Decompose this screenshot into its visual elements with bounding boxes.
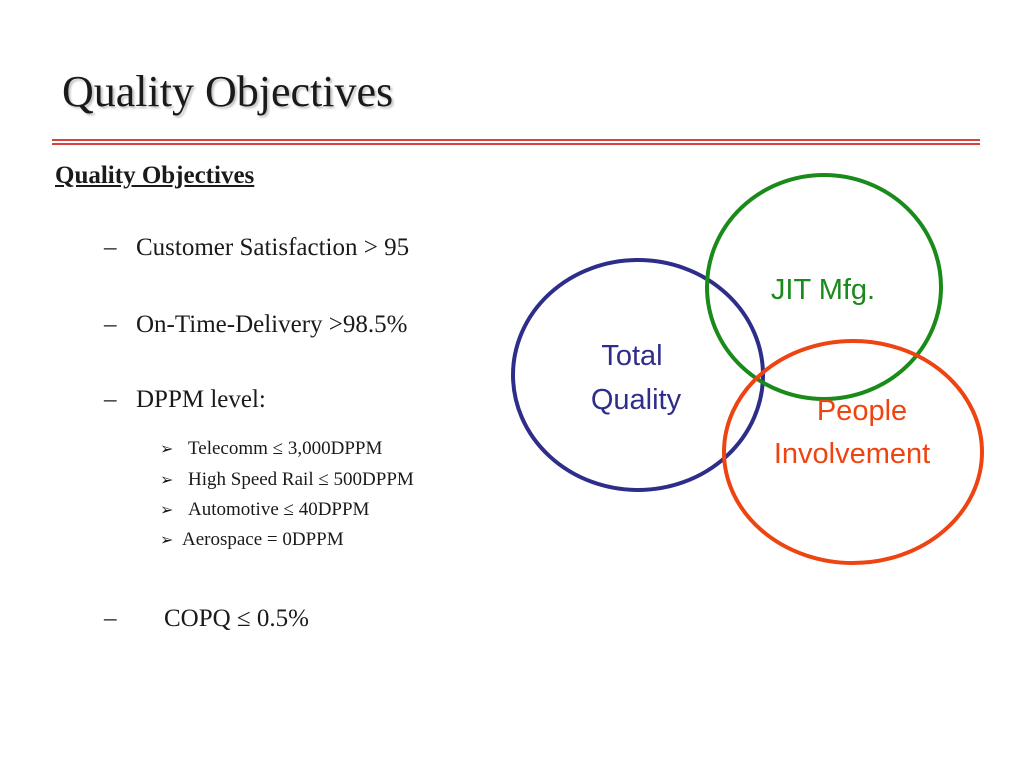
bullet-text: DPPM level: xyxy=(136,386,266,413)
circle-jit-mfg xyxy=(705,173,943,401)
arrow-bullet-icon: ➢ xyxy=(160,441,174,458)
label-total-quality-line2: Quality xyxy=(591,384,682,416)
label-people-involvement-line1: People xyxy=(817,395,907,427)
section-heading: Quality Objectives xyxy=(55,162,255,189)
dppm-item-text: High Speed Rail ≤ 500DPPM xyxy=(188,469,414,490)
bullet-text: On-Time-Delivery >98.5% xyxy=(136,311,408,338)
dppm-item-text: Aerospace = 0DPPM xyxy=(182,529,344,550)
title-divider-top xyxy=(52,139,980,141)
dppm-item-text: Telecomm ≤ 3,000DPPM xyxy=(188,438,383,459)
bullet-dash: – xyxy=(104,311,117,338)
bullet-dash: – xyxy=(104,605,117,632)
bullet-customer-satisfaction: – Customer Satisfaction > 95 xyxy=(104,234,409,262)
dppm-item-aerospace: ➢ Aerospace = 0DPPM xyxy=(160,529,344,551)
dppm-item-telecomm: ➢ Telecomm ≤ 3,000DPPM xyxy=(160,438,382,460)
label-jit-mfg: JIT Mfg. xyxy=(771,274,875,306)
bullet-copq: – COPQ ≤ 0.5% xyxy=(104,605,309,633)
bullet-dppm-level: – DPPM level: xyxy=(104,386,266,414)
arrow-bullet-icon: ➢ xyxy=(160,502,174,519)
arrow-bullet-icon: ➢ xyxy=(160,532,174,549)
slide-title: Quality Objectives xyxy=(62,67,394,116)
bullet-on-time-delivery: – On-Time-Delivery >98.5% xyxy=(104,311,407,339)
circle-people-involvement xyxy=(722,339,984,565)
dppm-item-text: Automotive ≤ 40DPPM xyxy=(188,499,370,520)
title-divider-bottom xyxy=(52,143,980,145)
label-people-involvement-line2: Involvement xyxy=(774,438,930,470)
dppm-item-high-speed-rail: ➢ High Speed Rail ≤ 500DPPM xyxy=(160,469,414,491)
dppm-item-automotive: ➢ Automotive ≤ 40DPPM xyxy=(160,499,369,521)
venn-diagram: Total Quality JIT Mfg. People Involvemen… xyxy=(511,173,984,565)
bullet-text: Customer Satisfaction > 95 xyxy=(136,234,410,261)
bullet-dash: – xyxy=(104,386,117,413)
bullet-text: COPQ ≤ 0.5% xyxy=(164,605,309,632)
label-total-quality-line1: Total xyxy=(601,340,662,372)
bullet-dash: – xyxy=(104,234,117,261)
arrow-bullet-icon: ➢ xyxy=(160,472,174,489)
